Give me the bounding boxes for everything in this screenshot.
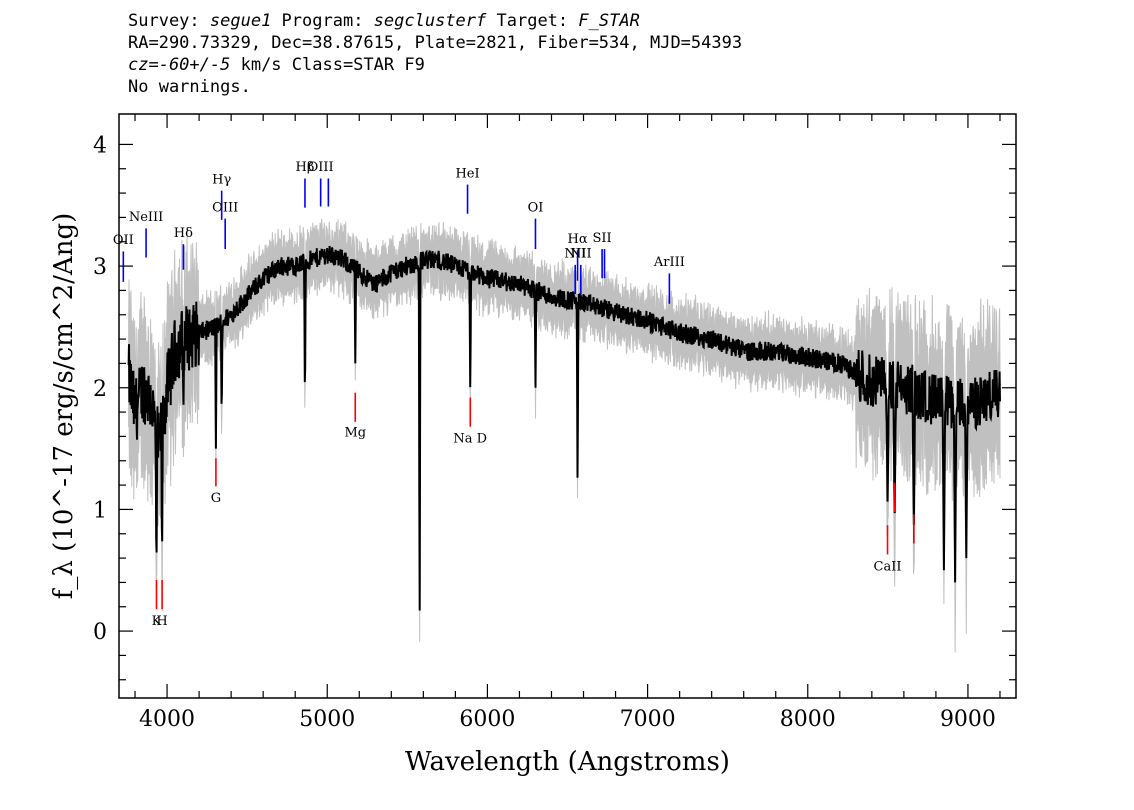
spectrum-header: Survey: segue1 Program: segclusterf Targ… xyxy=(128,10,742,98)
absorption-label-caii: CaII xyxy=(874,559,902,574)
emission-label-h-: Hα xyxy=(568,232,588,247)
header-warnings-line: No warnings. xyxy=(128,77,251,97)
emission-label-h-: Hγ xyxy=(212,172,231,187)
x-axis-title: Wavelength (Angstroms) xyxy=(405,747,730,777)
x-tick-label: 7000 xyxy=(620,707,676,732)
header-coordinates-line: RA=290.73329, Dec=38.87615, Plate=2821, … xyxy=(128,33,743,53)
plot-axes xyxy=(118,113,1017,699)
header-redshift-line: cz=-60+/-5 km/s Class=STAR F9 xyxy=(128,54,742,76)
emission-label-oii: OII xyxy=(113,233,134,248)
emission-label-sii: SII xyxy=(593,231,612,246)
emission-label-hei: HeI xyxy=(455,166,479,181)
absorption-label-mg: Mg xyxy=(344,425,366,440)
y-tick-label: 2 xyxy=(93,377,107,402)
plot-frame xyxy=(118,113,1017,699)
emission-label-neiii: NeIII xyxy=(129,210,163,225)
redshift-value: cz=-60+/-5 xyxy=(128,55,231,75)
emission-label-oiii: OIII xyxy=(212,200,238,215)
emission-label-h-: Hδ xyxy=(174,226,193,241)
emission-label-oiii: OIII xyxy=(308,160,334,175)
absorption-label-h: H xyxy=(156,614,167,629)
class-value: km/s Class=STAR F9 xyxy=(230,55,425,75)
y-tick-label: 1 xyxy=(93,498,107,523)
survey-value: segue1 xyxy=(209,11,272,31)
program-value: segclusterf xyxy=(373,11,487,31)
y-tick-label: 4 xyxy=(93,133,107,158)
x-tick-label: 5000 xyxy=(299,707,355,732)
y-axis-title: f_λ (10^-17 erg/s/cm^2/Ang) xyxy=(49,213,79,599)
emission-label-ariii: ArIII xyxy=(653,255,685,270)
target-key: Target: xyxy=(486,11,579,31)
x-tick-label: 4000 xyxy=(139,707,195,732)
absorption-label-k: K xyxy=(152,614,162,629)
emission-label-oi: OI xyxy=(528,200,544,215)
program-key: Program: xyxy=(271,11,374,31)
survey-key: Survey: xyxy=(128,11,210,31)
y-tick-label: 0 xyxy=(93,620,107,645)
x-tick-label: 9000 xyxy=(940,707,996,732)
absorption-label-na-d: Na D xyxy=(453,432,487,447)
target-value: F_STAR xyxy=(578,11,640,31)
flux-line xyxy=(127,245,1001,611)
x-tick-label: 8000 xyxy=(780,707,836,732)
emission-label-h-: Hβ xyxy=(296,160,315,175)
emission-label-nii: NII xyxy=(564,247,586,262)
x-tick-label: 6000 xyxy=(459,707,515,732)
absorption-label-g: G xyxy=(211,491,221,506)
y-tick-label: 3 xyxy=(93,255,107,280)
header-survey-line: Survey: segue1 Program: segclusterf Targ… xyxy=(128,10,742,32)
emission-label-nii: NII xyxy=(570,247,592,262)
tick-labels: 4000 5000 6000 7000 8000 9000 0 1 2 3 4 xyxy=(93,133,996,732)
flux-series xyxy=(127,245,1001,611)
